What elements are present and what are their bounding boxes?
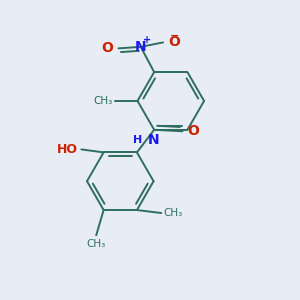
Text: CH₃: CH₃ <box>87 239 106 249</box>
Text: CH₃: CH₃ <box>164 208 183 218</box>
Text: HO: HO <box>57 143 78 156</box>
Text: N: N <box>148 133 160 147</box>
Text: O: O <box>101 41 113 56</box>
Text: O: O <box>168 35 180 50</box>
Text: −: − <box>170 31 179 41</box>
Text: N: N <box>135 40 147 54</box>
Text: CH₃: CH₃ <box>94 96 113 106</box>
Text: H: H <box>133 135 142 145</box>
Text: O: O <box>187 124 199 138</box>
Text: +: + <box>143 35 152 45</box>
